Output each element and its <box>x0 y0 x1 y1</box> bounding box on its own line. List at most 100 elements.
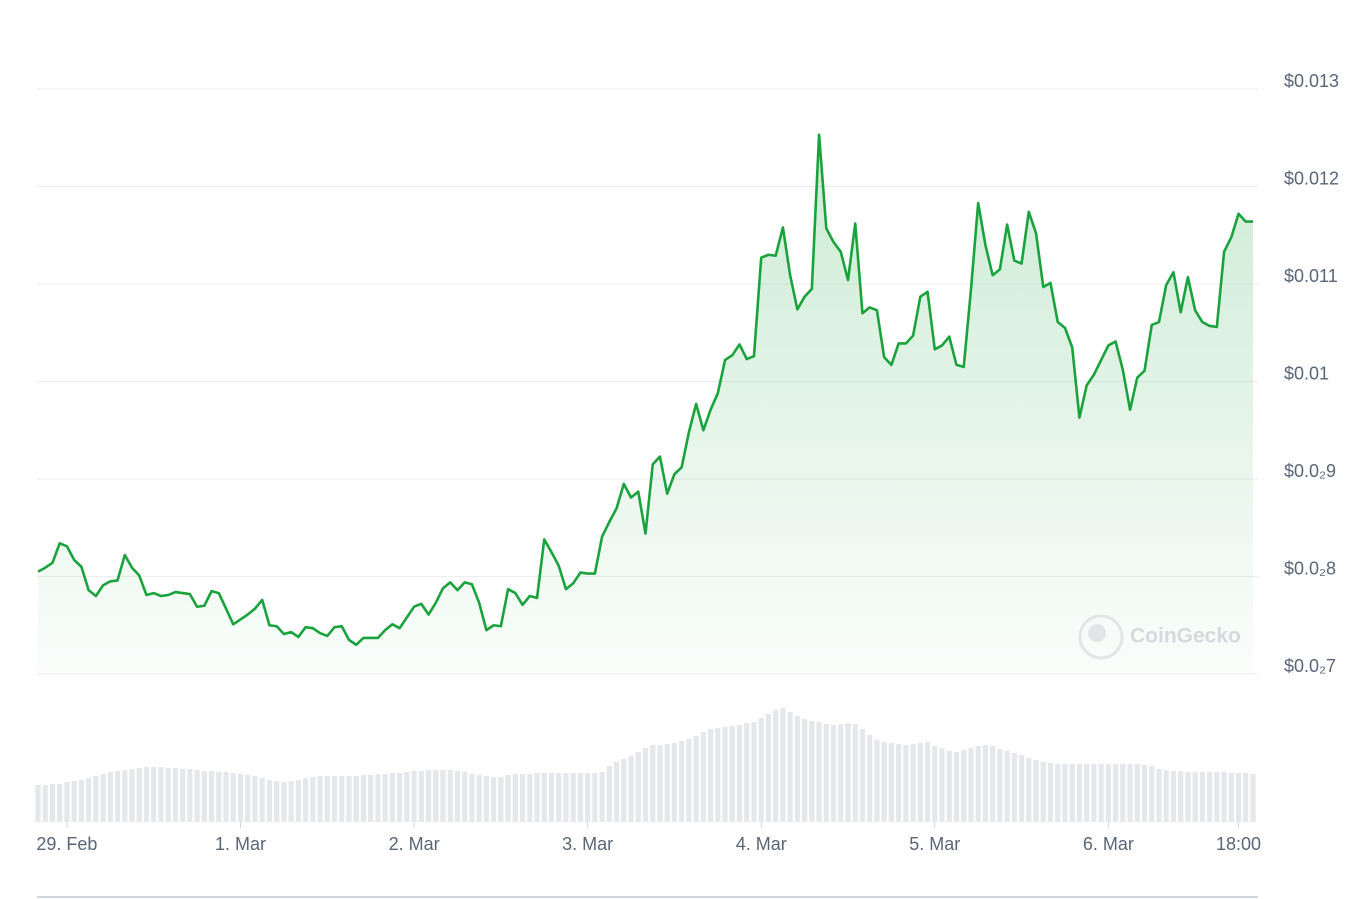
volume-bar <box>823 724 829 822</box>
volume-bar <box>946 751 952 822</box>
volume-bar <box>657 745 663 822</box>
volume-bar <box>57 784 63 822</box>
watermark-text: CoinGecko <box>1130 625 1241 648</box>
volume-bar <box>650 745 656 822</box>
volume-bar <box>700 732 706 822</box>
volume-bar <box>519 774 526 822</box>
volume-bar <box>1076 764 1083 822</box>
volume-bar <box>830 725 837 822</box>
volume-bar <box>1185 772 1191 822</box>
volume-bar <box>1040 762 1046 822</box>
volume-bar <box>404 772 410 822</box>
y-tick-label: $0.01 <box>1284 363 1329 383</box>
volume-bar <box>527 774 533 822</box>
volume-bar <box>1120 764 1126 822</box>
volume-bar <box>707 729 714 822</box>
volume-bar <box>274 781 280 822</box>
volume-bars <box>35 708 1256 822</box>
volume-bar <box>1214 772 1220 822</box>
volume-bar <box>729 726 735 822</box>
volume-bar <box>462 772 468 822</box>
volume-bar <box>802 719 808 822</box>
volume-bar <box>136 768 142 822</box>
volume-bar <box>151 767 157 822</box>
volume-bar <box>187 769 193 822</box>
x-tick-label: 1. Mar <box>215 834 266 854</box>
volume-bar <box>1033 760 1039 822</box>
volume-bar <box>114 771 121 822</box>
volume-bar <box>172 768 179 822</box>
volume-bar <box>953 752 960 822</box>
volume-bar <box>592 773 598 822</box>
volume-bar <box>664 744 670 822</box>
volume-bar <box>1004 751 1010 822</box>
volume-bar <box>71 781 77 822</box>
volume-bar <box>483 776 489 822</box>
volume-bar <box>1084 764 1090 822</box>
volume-bar <box>1069 764 1075 822</box>
volume-bar <box>874 740 880 822</box>
volume-bar <box>433 770 439 822</box>
volume-bar <box>1127 764 1133 822</box>
volume-bar <box>411 771 417 822</box>
volume-bar <box>64 782 70 822</box>
volume-bar <box>317 776 323 822</box>
watermark-logo <box>1078 614 1124 660</box>
volume-bar <box>585 773 591 822</box>
volume-bar <box>671 743 678 822</box>
volume-bar <box>491 777 497 822</box>
volume-bar <box>1199 772 1205 822</box>
volume-bar <box>570 773 576 822</box>
volume-bar <box>917 743 923 822</box>
volume-bar <box>888 743 894 822</box>
x-tick-label: 4. Mar <box>736 834 787 854</box>
volume-bar <box>736 725 743 822</box>
volume-bar <box>1156 769 1162 822</box>
volume-bar <box>838 724 844 822</box>
volume-bar <box>599 772 605 822</box>
volume-bar <box>389 773 395 822</box>
volume-bar <box>534 773 540 822</box>
volume-bar <box>498 777 504 822</box>
volume-bar <box>266 780 273 822</box>
y-tick-label: $0.0₂8 <box>1284 558 1336 578</box>
y-tick-label: $0.013 <box>1284 71 1339 91</box>
volume-bar <box>968 748 974 822</box>
volume-bar <box>982 745 989 822</box>
volume-bar <box>78 780 84 822</box>
x-tick-label: 5. Mar <box>909 834 960 854</box>
y-tick-label: $0.012 <box>1284 168 1339 188</box>
volume-bar <box>852 724 858 822</box>
volume-bar <box>773 710 779 822</box>
volume-bar <box>288 781 294 822</box>
volume-bar <box>93 776 99 822</box>
volume-bar <box>1149 766 1155 822</box>
volume-bar <box>780 708 786 822</box>
volume-bar <box>715 728 721 822</box>
volume-bar <box>447 770 453 822</box>
volume-bar <box>1112 764 1119 822</box>
volume-bar <box>910 744 916 822</box>
volume-bar <box>548 773 555 822</box>
volume-bar <box>679 741 685 822</box>
volume-bar <box>469 774 475 822</box>
volume-bar <box>903 745 909 822</box>
watermark: CoinGecko <box>1078 614 1241 660</box>
volume-bar <box>418 771 424 822</box>
volume-bar <box>693 736 699 822</box>
volume-bar <box>86 778 92 822</box>
volume-bar <box>158 767 164 822</box>
volume-bar <box>360 775 367 822</box>
volume-bar <box>331 776 338 822</box>
volume-bar <box>1026 758 1032 822</box>
volume-bar <box>375 774 381 822</box>
volume-bar <box>368 775 374 822</box>
volume-bar <box>787 712 793 822</box>
volume-bar <box>223 772 229 822</box>
x-tick-label: 18:00 <box>1216 834 1261 854</box>
volume-bar <box>35 785 41 822</box>
axes: $0.013 $0.012 $0.011 $0.01 $0.0₂9 $0.0₂8 $0.0₂… <box>36 71 1339 854</box>
volume-bar <box>794 716 800 822</box>
y-tick-label: $0.011 <box>1284 266 1338 286</box>
